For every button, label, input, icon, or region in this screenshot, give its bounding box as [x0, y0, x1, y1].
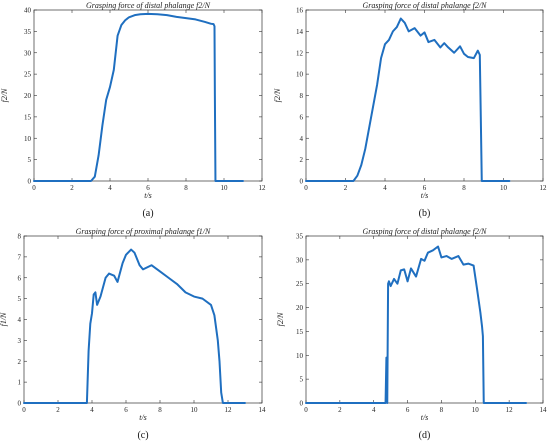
y-tick-label: 1	[18, 379, 22, 387]
panel-caption: (c)	[137, 430, 148, 441]
y-tick-label: 7	[18, 253, 22, 261]
y-tick-label: 10	[24, 135, 32, 143]
y-tick-label: 4	[18, 316, 22, 324]
chart-title: Grasping force of proximal phalange f1/N	[76, 227, 211, 236]
y-tick-label: 30	[24, 49, 32, 57]
x-tick-label: 6	[406, 406, 410, 414]
y-tick-label: 2	[300, 156, 304, 164]
y-tick-label: 15	[24, 113, 32, 121]
y-tick-label: 0	[28, 178, 32, 186]
chart-title: Grasping force of distal phalange f2/N	[363, 1, 488, 10]
x-tick-label: 2	[344, 184, 348, 192]
x-tick-label: 8	[158, 406, 162, 414]
x-tick-label: 4	[90, 406, 94, 414]
plot-frame	[305, 9, 544, 182]
y-tick-label: 5	[28, 156, 32, 164]
x-axis-label: t/s	[139, 413, 147, 422]
x-tick-label: 12	[259, 184, 267, 192]
x-tick-label: 2	[70, 184, 74, 192]
y-tick-label: 14	[296, 28, 304, 36]
y-tick-label: 10	[296, 352, 304, 360]
x-tick-label: 6	[124, 406, 128, 414]
y-tick-label: 3	[18, 337, 22, 345]
panel-caption: (d)	[419, 430, 431, 441]
x-tick-label: 10	[472, 406, 480, 414]
y-tick-label: 2	[18, 358, 22, 366]
y-axis-label: f2/N	[0, 88, 9, 102]
y-tick-label: 10	[296, 71, 304, 79]
x-tick-label: 6	[423, 184, 427, 192]
y-axis-label: f1/N	[0, 312, 8, 326]
x-tick-label: 12	[540, 184, 548, 192]
x-tick-label: 2	[338, 406, 342, 414]
y-axis-label: f2/N	[276, 312, 285, 326]
series-line	[305, 245, 528, 404]
y-tick-label: 30	[296, 256, 304, 264]
x-tick-label: 10	[191, 406, 199, 414]
x-tick-label: 2	[56, 406, 60, 414]
y-tick-label: 15	[296, 328, 304, 336]
y-axis-label: f2/N	[273, 88, 282, 102]
x-tick-label: 10	[221, 184, 229, 192]
plot-frame	[33, 9, 263, 182]
x-tick-label: 12	[506, 406, 514, 414]
y-tick-label: 8	[18, 233, 22, 241]
x-axis-label: t/s	[421, 191, 429, 200]
x-tick-label: 8	[184, 184, 188, 192]
panel-caption: (a)	[142, 208, 153, 219]
y-tick-label: 0	[300, 178, 304, 186]
series-line	[23, 248, 246, 404]
y-tick-label: 0	[18, 400, 22, 408]
y-tick-label: 0	[300, 400, 304, 408]
x-tick-label: 6	[146, 184, 150, 192]
chart-title: Grasping force of distal phalange f2/N	[86, 1, 211, 10]
y-tick-label: 20	[296, 304, 304, 312]
x-tick-label: 14	[259, 406, 267, 414]
y-tick-label: 25	[24, 71, 32, 79]
chart-panel-a: Grasping force of distal phalange f2/N 0 2…	[0, 1, 266, 219]
x-axis-label: t/s	[144, 191, 152, 200]
chart-panel-b: Grasping force of distal phalange f2/N 0 2…	[273, 1, 547, 219]
plot-frame	[23, 235, 263, 404]
y-tick-label: 6	[300, 113, 304, 121]
x-tick-label: 4	[372, 406, 376, 414]
x-tick-label: 0	[22, 406, 26, 414]
y-tick-label: 35	[24, 28, 32, 36]
x-axis-label: t/s	[421, 413, 429, 422]
chart-panel-c: Grasping force of proximal phalange f1/N…	[0, 227, 266, 441]
y-tick-label: 25	[296, 280, 304, 288]
x-tick-label: 8	[440, 406, 444, 414]
series-line	[33, 12, 244, 182]
x-tick-label: 8	[462, 184, 466, 192]
y-tick-label: 40	[24, 7, 32, 15]
y-tick-label: 8	[300, 92, 304, 100]
y-tick-label: 6	[18, 274, 22, 282]
x-tick-label: 0	[32, 184, 36, 192]
x-tick-label: 10	[500, 184, 508, 192]
chart-panel-d: Grasping force of distal phalange f2/N 0 2…	[276, 227, 547, 441]
y-tick-label: 5	[300, 376, 304, 384]
x-tick-label: 12	[225, 406, 233, 414]
series-line	[305, 17, 511, 182]
y-tick-label: 35	[296, 233, 304, 241]
chart-title: Grasping force of distal phalange f2/N	[363, 227, 488, 236]
y-tick-label: 16	[296, 7, 304, 15]
y-tick-label: 4	[300, 135, 304, 143]
panel-caption: (b)	[419, 208, 431, 219]
y-tick-label: 20	[24, 92, 32, 100]
x-tick-label: 0	[304, 184, 308, 192]
x-tick-label: 14	[540, 406, 548, 414]
x-tick-label: 4	[108, 184, 112, 192]
x-tick-label: 0	[304, 406, 308, 414]
y-tick-label: 12	[296, 49, 304, 57]
x-tick-label: 4	[383, 184, 387, 192]
plot-frame	[305, 235, 544, 404]
y-tick-label: 5	[18, 295, 22, 303]
